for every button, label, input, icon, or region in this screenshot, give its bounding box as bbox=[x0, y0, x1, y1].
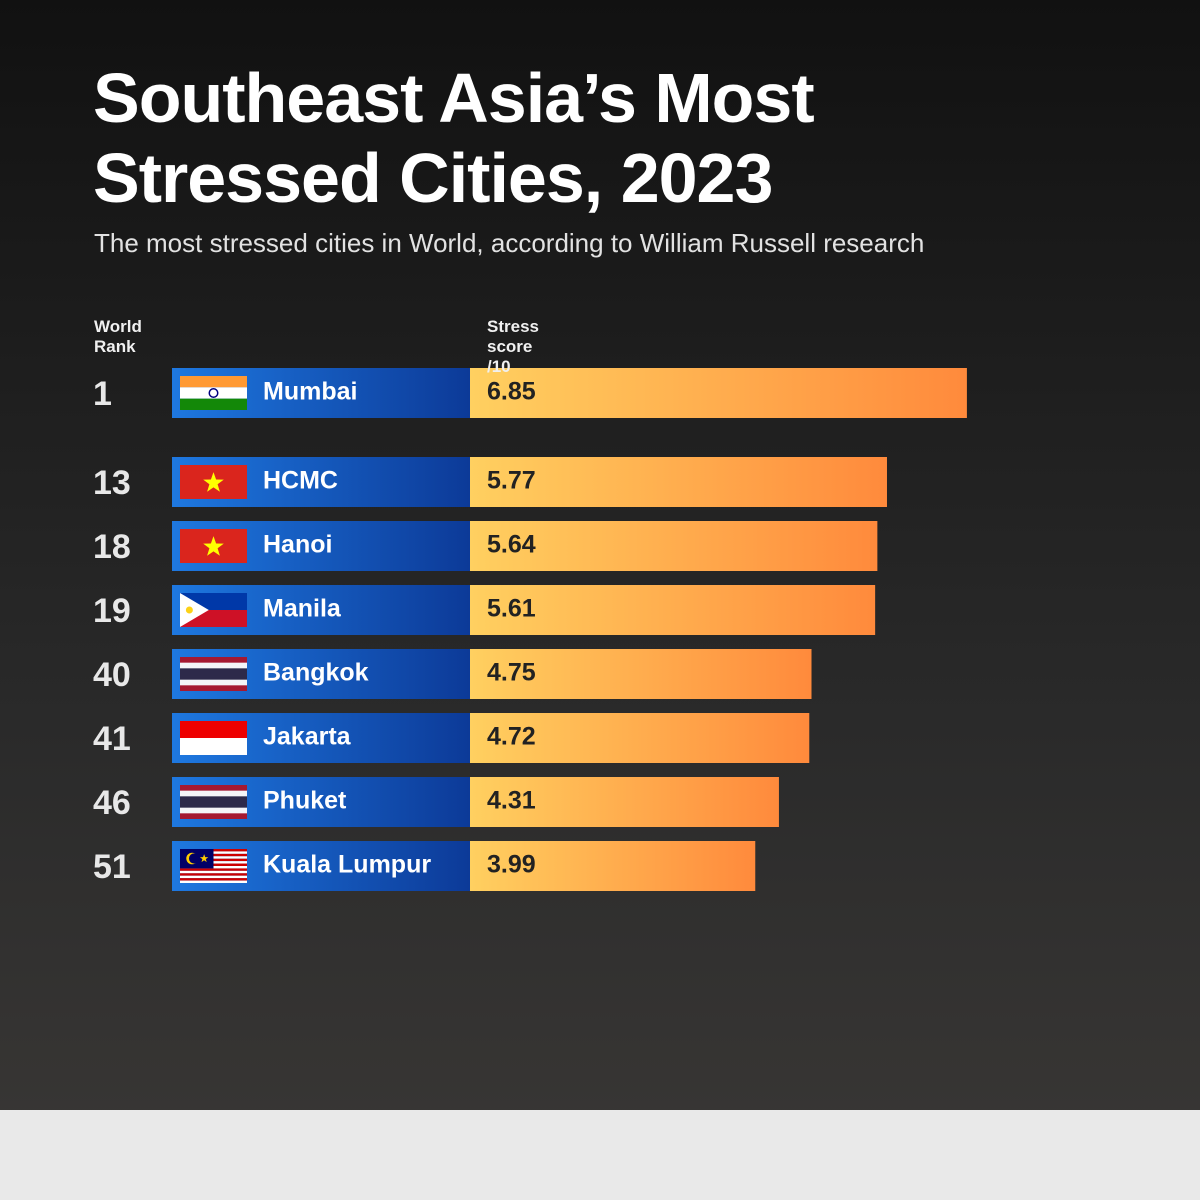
flag-part bbox=[180, 721, 247, 738]
value-label: 4.72 bbox=[487, 723, 536, 751]
city-label: Manila bbox=[263, 595, 342, 623]
flag-part bbox=[188, 853, 200, 864]
bar bbox=[470, 713, 810, 763]
rank: 18 bbox=[93, 528, 131, 566]
flag bbox=[180, 376, 247, 410]
flag-part bbox=[180, 668, 247, 680]
title: Southeast Asia’s Most Stressed Cities, 2… bbox=[93, 59, 815, 217]
flag-part bbox=[180, 870, 247, 874]
flag-part bbox=[185, 606, 193, 614]
flag bbox=[180, 849, 247, 883]
city-label: Mumbai bbox=[263, 378, 357, 406]
subtitle: The most stressed cities in World, accor… bbox=[94, 228, 925, 258]
flag-part bbox=[180, 880, 247, 883]
flag-part bbox=[203, 536, 224, 556]
value-label: 5.64 bbox=[487, 531, 536, 559]
rank: 19 bbox=[93, 592, 131, 630]
bar bbox=[470, 521, 878, 571]
flag-part bbox=[203, 472, 224, 492]
flag-part bbox=[180, 875, 247, 879]
flag bbox=[180, 721, 247, 755]
rank-header: World Rank bbox=[94, 317, 142, 356]
flag-part bbox=[180, 873, 247, 876]
flag bbox=[180, 529, 247, 563]
value-label: 3.99 bbox=[487, 851, 536, 879]
flag bbox=[180, 657, 247, 691]
rank: 46 bbox=[93, 784, 131, 822]
bar bbox=[470, 649, 812, 699]
flag-part bbox=[180, 387, 247, 399]
city-label: Kuala Lumpur bbox=[263, 851, 431, 879]
flag-part bbox=[180, 878, 247, 881]
desk bbox=[0, 1110, 1200, 1200]
flag bbox=[180, 593, 247, 627]
bar bbox=[470, 777, 779, 827]
value-header: Stress score /10 bbox=[487, 317, 539, 376]
rank: 51 bbox=[93, 848, 131, 886]
flag bbox=[180, 465, 247, 499]
flag-part bbox=[180, 593, 209, 627]
bar bbox=[470, 368, 967, 418]
value-label: 4.75 bbox=[487, 659, 536, 687]
city-label: Bangkok bbox=[263, 659, 369, 687]
city-label: Hanoi bbox=[263, 531, 332, 559]
city-label: Jakarta bbox=[263, 723, 352, 751]
rank: 40 bbox=[93, 656, 131, 694]
rank: 1 bbox=[93, 375, 112, 413]
city-label: HCMC bbox=[263, 467, 338, 495]
value-label: 6.85 bbox=[487, 378, 536, 406]
city-label: Phuket bbox=[263, 787, 347, 815]
flag-part bbox=[180, 796, 247, 808]
flag-part bbox=[180, 398, 247, 410]
bar bbox=[470, 457, 887, 507]
flag-part bbox=[180, 738, 247, 755]
value-label: 5.77 bbox=[487, 467, 536, 495]
flag-part bbox=[208, 388, 219, 398]
flag bbox=[180, 785, 247, 819]
flag-part bbox=[199, 854, 209, 863]
rank: 41 bbox=[93, 720, 131, 758]
flag-part bbox=[180, 376, 247, 388]
bar bbox=[470, 841, 756, 891]
rank: 13 bbox=[93, 464, 131, 502]
value-label: 4.31 bbox=[487, 787, 536, 815]
bar bbox=[470, 585, 876, 635]
value-label: 5.61 bbox=[487, 595, 536, 623]
flag-part bbox=[180, 868, 247, 871]
